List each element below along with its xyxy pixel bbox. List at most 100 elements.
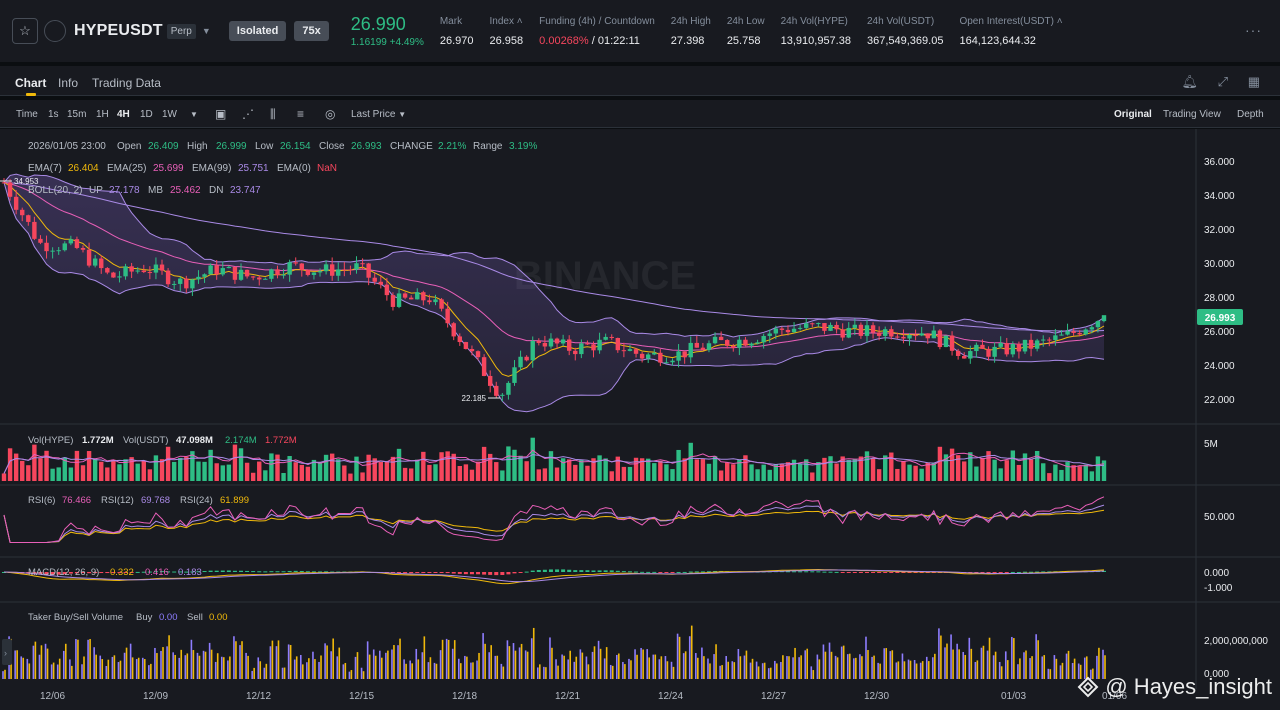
candle-body bbox=[828, 324, 833, 331]
taker-buy-bar bbox=[318, 661, 320, 679]
boll-up-label: UP bbox=[89, 185, 103, 196]
tab-info[interactable]: Info bbox=[58, 76, 79, 90]
taker-sell-bar bbox=[526, 651, 529, 679]
settings-icon[interactable]: ≡ bbox=[297, 107, 305, 121]
taker-buy-bar bbox=[597, 640, 600, 679]
favorite-star-icon[interactable]: ☆ bbox=[12, 18, 38, 44]
taker-buy-bar bbox=[372, 649, 375, 679]
author-handle: @ Hayes_insight bbox=[1105, 674, 1272, 699]
volume-bar bbox=[451, 453, 456, 481]
taker-buy-bar bbox=[707, 658, 709, 679]
interval-1d[interactable]: 1D bbox=[140, 109, 153, 120]
taker-buy-bar bbox=[141, 657, 144, 679]
taker-buy-bar bbox=[99, 655, 102, 679]
taker-sell-bar bbox=[4, 669, 6, 679]
macd-histogram-bar bbox=[980, 572, 985, 573]
taker-buy-bar bbox=[853, 658, 855, 679]
candle-type-icon[interactable]: ⫼ bbox=[270, 107, 276, 121]
macd-histogram-bar bbox=[706, 571, 711, 573]
target-icon[interactable]: ◎ bbox=[325, 107, 336, 121]
info-icon[interactable]: ˄ bbox=[1056, 15, 1063, 27]
volume-bar bbox=[773, 464, 779, 481]
candle-body bbox=[658, 352, 663, 363]
bollinger-lower-line bbox=[3, 182, 1105, 413]
taker-sell-bar bbox=[399, 638, 401, 679]
taker-sell-bar bbox=[630, 660, 632, 679]
more-intervals-chevron-icon[interactable]: ▼ bbox=[190, 110, 198, 119]
taker-sell-bar bbox=[204, 651, 207, 679]
candle-body bbox=[323, 264, 329, 272]
expand-handle[interactable] bbox=[2, 639, 12, 665]
taker-sell-bar bbox=[314, 659, 316, 679]
view-depth[interactable]: Depth bbox=[1237, 109, 1264, 120]
view-original[interactable]: Original bbox=[1114, 109, 1152, 120]
volume-bar bbox=[1083, 464, 1088, 481]
taker-buy-bar bbox=[907, 659, 910, 679]
candle-body bbox=[396, 293, 402, 307]
volume-bar bbox=[1041, 463, 1046, 481]
interval-1w[interactable]: 1W bbox=[162, 109, 177, 120]
macd-histogram-bar bbox=[1035, 571, 1040, 573]
calendar-icon[interactable]: ▣ bbox=[215, 107, 227, 121]
taker-buy-bar bbox=[640, 647, 642, 679]
macd-histogram-bar bbox=[299, 570, 304, 572]
interval-1s[interactable]: 1s bbox=[48, 109, 59, 120]
leverage-button[interactable]: 75x bbox=[294, 21, 329, 41]
volume-bar bbox=[828, 456, 833, 481]
interval-1h[interactable]: 1H bbox=[96, 109, 109, 120]
candle-body bbox=[469, 349, 475, 352]
taker-buy-bar bbox=[32, 645, 35, 679]
grid-layout-icon[interactable]: ▦ bbox=[1247, 74, 1260, 89]
kline-chart[interactable]: BINANCE 36.000 34.000 32.000 30.000 28.0… bbox=[0, 129, 1280, 710]
expand-icon[interactable]: ⤢ bbox=[1217, 74, 1229, 89]
chart-area[interactable]: BINANCE 36.000 34.000 32.000 30.000 28.0… bbox=[0, 129, 1280, 710]
macd-histogram-bar bbox=[506, 572, 511, 575]
tab-chart[interactable]: Chart bbox=[15, 76, 47, 90]
macd-histogram-bar bbox=[646, 571, 651, 573]
taker-sell-bar bbox=[867, 650, 869, 679]
volume-bar bbox=[354, 456, 359, 481]
macd-histogram-bar bbox=[232, 570, 237, 572]
tab-trading-data[interactable]: Trading Data bbox=[92, 76, 161, 90]
chevron-right-icon[interactable]: › bbox=[4, 648, 7, 658]
macd-histogram-bar bbox=[74, 572, 79, 574]
stat-value: 25.758 bbox=[726, 34, 761, 47]
taker-sell-bar bbox=[52, 662, 55, 679]
last-price-block: 26.990 1.16199 +4.49% bbox=[351, 14, 424, 48]
info-icon[interactable]: ˄ bbox=[516, 15, 523, 27]
interval-4h[interactable]: 4H bbox=[117, 109, 130, 120]
macd-histogram-bar bbox=[202, 571, 207, 573]
macd-histogram-bar bbox=[555, 569, 560, 572]
diamond-logo-icon bbox=[1077, 676, 1099, 698]
taker-buy-bar bbox=[828, 642, 831, 679]
taker-buy-bar bbox=[737, 649, 740, 679]
candle-body bbox=[378, 281, 383, 285]
symbol-name[interactable]: HYPEUSDT bbox=[74, 22, 163, 39]
taker-sell-bar bbox=[338, 647, 341, 679]
price-type-select[interactable]: Last Price ▼ bbox=[351, 109, 406, 120]
volume-bar bbox=[323, 454, 329, 481]
candle-body bbox=[293, 262, 298, 264]
taker-buy-bar bbox=[494, 655, 497, 679]
macd-histogram-bar bbox=[615, 570, 620, 572]
vol-value: 1.772M bbox=[82, 435, 114, 446]
taker-buy-bar bbox=[44, 643, 47, 679]
interval-15m[interactable]: 15m bbox=[67, 109, 87, 120]
macd-histogram-bar bbox=[852, 572, 857, 573]
taker-sell-bar bbox=[830, 651, 833, 679]
margin-mode-button[interactable]: Isolated bbox=[228, 21, 287, 41]
macd-histogram-bar bbox=[931, 572, 936, 573]
bell-icon[interactable]: 🔔︎ bbox=[1181, 74, 1199, 89]
interval-time[interactable]: Time bbox=[16, 109, 38, 120]
taker-buy-bar bbox=[348, 671, 351, 679]
view-trading-view[interactable]: Trading View bbox=[1163, 109, 1221, 120]
volume-bar bbox=[62, 457, 67, 481]
candle-body bbox=[858, 324, 864, 336]
indicator-icon[interactable]: ⋰ bbox=[242, 107, 254, 121]
more-options-icon[interactable]: ··· bbox=[1245, 22, 1262, 38]
chevron-down-icon[interactable]: ▼ bbox=[201, 26, 211, 36]
rsi6-value: 76.466 bbox=[62, 495, 91, 506]
taker-sell-bar bbox=[174, 654, 176, 679]
taker-buy-bar bbox=[14, 650, 16, 679]
macd-histogram-bar bbox=[433, 572, 438, 573]
